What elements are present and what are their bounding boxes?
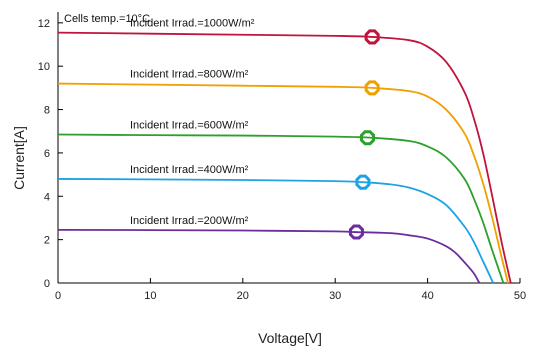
mpp-marker — [364, 80, 380, 96]
series-line — [57, 133, 505, 284]
series-line — [57, 178, 495, 284]
x-axis-label: Voltage[V] — [258, 330, 322, 346]
series-3: Incident Irrad.=600W/m² — [57, 119, 505, 284]
series-5: Incident Irrad.=200W/m² — [57, 215, 481, 284]
series-label: Incident Irrad.=800W/m² — [130, 69, 249, 81]
x-tick-label: 40 — [421, 290, 433, 302]
x-tick-label: 0 — [55, 290, 61, 302]
mpp-marker — [355, 174, 371, 190]
x-tick-label: 30 — [329, 290, 341, 302]
series-4: Incident Irrad.=400W/m² — [57, 164, 495, 284]
series-1: Incident Irrad.=1000W/m² — [57, 18, 512, 284]
x-tick-label: 50 — [514, 290, 526, 302]
mpp-marker — [348, 224, 364, 240]
y-tick-label: 6 — [44, 148, 50, 160]
series-label: Incident Irrad.=200W/m² — [130, 215, 249, 227]
y-tick-label: 4 — [44, 191, 50, 203]
series-label: Incident Irrad.=400W/m² — [130, 164, 249, 176]
axes: 0 10 20 30 40 50 0 2 4 6 8 10 12 — [38, 12, 526, 302]
y-tick-label: 12 — [38, 18, 50, 30]
series-label: Incident Irrad.=600W/m² — [130, 119, 249, 131]
series-layer: Incident Irrad.=1000W/m² Incident Irrad.=… — [57, 18, 512, 284]
y-tick-label: 10 — [38, 61, 50, 73]
y-tick-label: 8 — [44, 105, 50, 117]
mpp-marker — [360, 130, 376, 146]
chart-annotation: Cells temp.=10°C — [64, 13, 150, 25]
series-2: Incident Irrad.=800W/m² — [57, 69, 509, 284]
y-tick-label: 0 — [44, 278, 50, 290]
series-label: Incident Irrad.=1000W/m² — [130, 18, 255, 30]
series-line — [57, 82, 509, 284]
series-line — [57, 228, 481, 284]
series-line — [57, 31, 512, 284]
x-tick-label: 10 — [144, 290, 156, 302]
y-axis-label: Current[A] — [11, 126, 27, 190]
mpp-marker — [364, 29, 380, 45]
x-tick-label: 20 — [237, 290, 249, 302]
y-tick-label: 2 — [44, 235, 50, 247]
